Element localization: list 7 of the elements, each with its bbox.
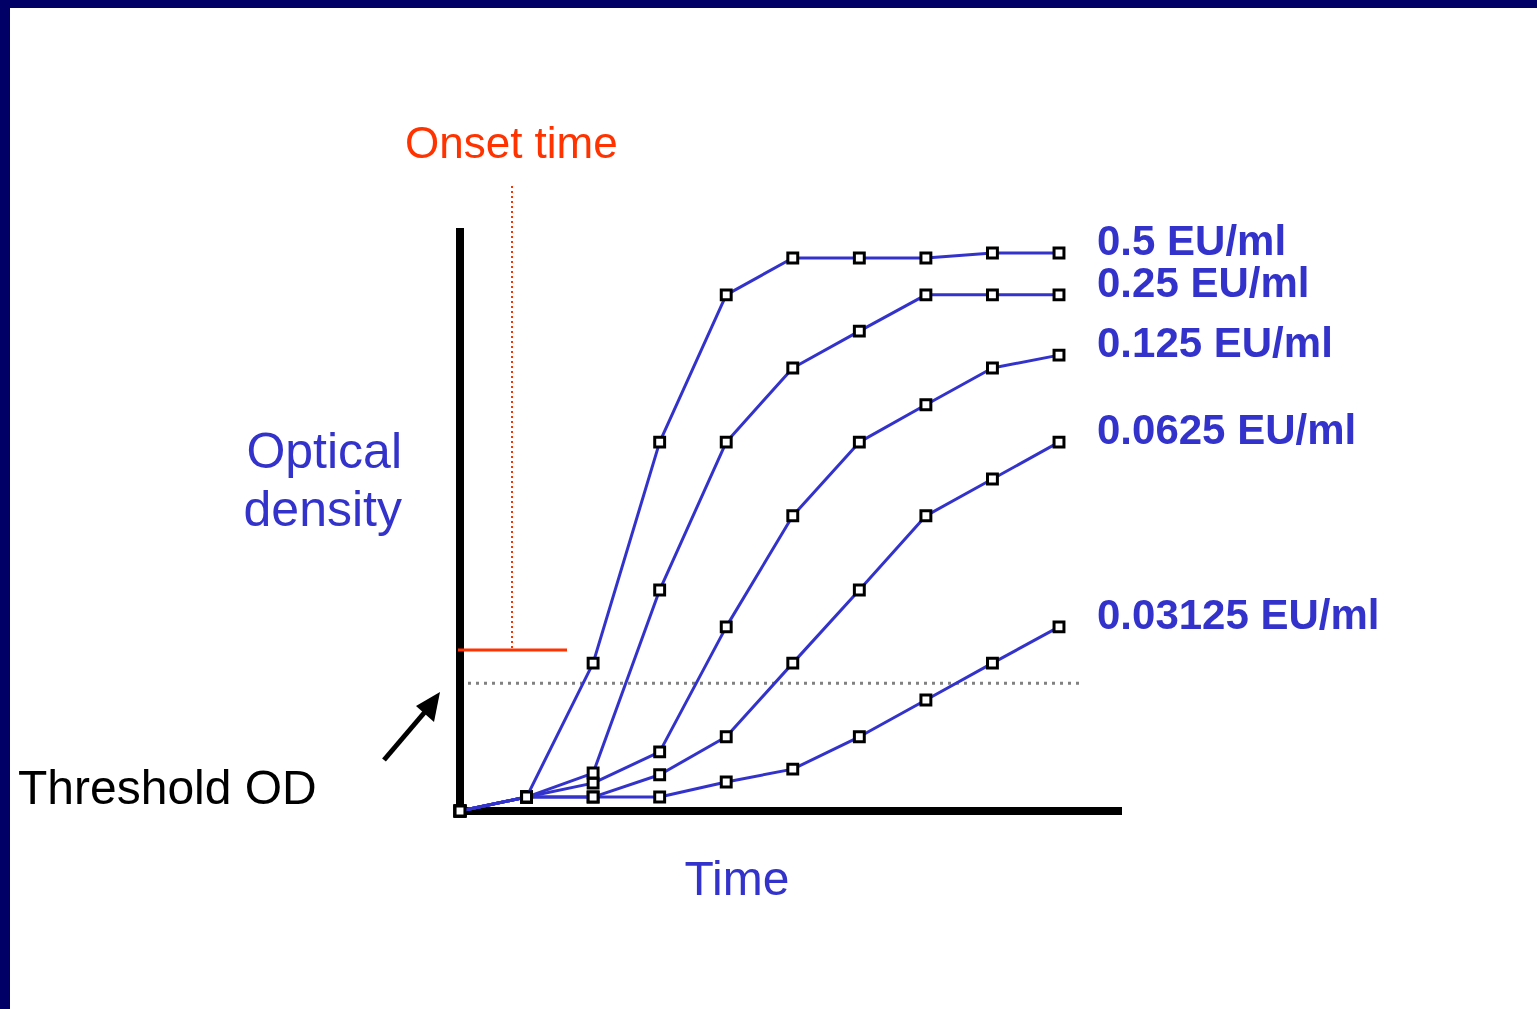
series-label: 0.03125 EU/ml — [1097, 590, 1380, 639]
y-axis-title: Optical density — [242, 422, 402, 538]
x-axis-title: Time — [684, 851, 790, 906]
text: Onset time — [405, 118, 618, 168]
series-label: 0.125 EU/ml — [1097, 319, 1333, 368]
text: Threshold OD — [18, 760, 317, 815]
series-label: 0.0625 EU/ml — [1097, 406, 1357, 455]
